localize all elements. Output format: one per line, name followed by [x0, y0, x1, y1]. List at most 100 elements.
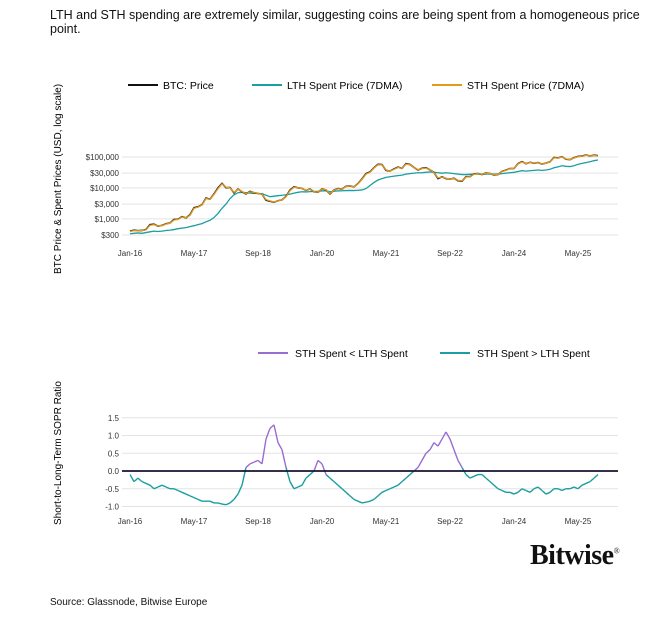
y-tick-label: 0.5 — [108, 449, 120, 458]
sopr-segment-teal — [285, 467, 291, 482]
sopr-segment-purple — [429, 442, 435, 451]
sopr-segment-teal — [345, 491, 351, 497]
sopr-segment-teal — [157, 484, 163, 488]
sopr-segment-teal — [377, 491, 383, 497]
sopr-segment-teal — [577, 484, 583, 490]
sopr-segment-teal — [177, 489, 183, 493]
sopr-segment-purple — [313, 460, 319, 472]
legend-label-price: BTC: Price — [163, 80, 214, 92]
sopr-segment-teal — [493, 484, 499, 490]
sopr-legend: STH Spent < LTH Spent STH Spent > LTH Sp… — [258, 348, 590, 360]
sopr-segment-purple — [261, 438, 267, 465]
sopr-segment-teal — [145, 482, 151, 486]
sopr-segment-teal — [593, 474, 599, 479]
sopr-segment-purple — [321, 463, 327, 475]
x-tick-label: May-21 — [373, 517, 400, 526]
sopr-segment-teal — [405, 474, 411, 479]
x-tick-label: May-21 — [373, 249, 400, 258]
sopr-segment-purple — [277, 442, 283, 451]
sopr-segment-purple — [281, 449, 287, 468]
sopr-segment-teal — [397, 481, 403, 486]
y-tick-label: 1.5 — [108, 414, 120, 423]
sopr-segment-teal — [541, 490, 547, 495]
sopr-segment-teal — [513, 491, 519, 495]
sopr-segment-purple — [433, 442, 439, 447]
sopr-segment-teal — [517, 488, 523, 493]
x-tick-label: May-25 — [565, 249, 592, 258]
sopr-segment-teal — [217, 502, 223, 505]
sopr-segment-teal — [197, 498, 203, 502]
sopr-segment-teal — [533, 486, 539, 490]
legend-label-sth-gt-lth: STH Spent > LTH Spent — [477, 348, 590, 360]
x-tick-label: Jan-24 — [502, 517, 527, 526]
sopr-segment-teal — [165, 486, 171, 490]
x-tick-label: Sep-22 — [437, 517, 463, 526]
sopr-segment-teal — [557, 488, 563, 492]
sopr-segment-purple — [317, 459, 323, 465]
sopr-segment-purple — [441, 431, 447, 440]
sopr-segment-teal — [473, 473, 479, 477]
sopr-segment-teal — [305, 474, 311, 479]
x-tick-label: May-17 — [181, 249, 208, 258]
x-tick-label: Sep-18 — [245, 249, 271, 258]
x-tick-label: Sep-18 — [245, 517, 271, 526]
y-tick-label: 1.0 — [108, 432, 120, 441]
sopr-segment-teal — [233, 493, 239, 500]
sopr-segment-teal — [521, 488, 527, 492]
sopr-segment-teal — [537, 486, 543, 492]
source-note: Source: Glassnode, Bitwise Europe — [50, 597, 208, 608]
sopr-segment-purple — [253, 459, 259, 463]
sopr-segment-teal — [481, 474, 487, 479]
sopr-segment-teal — [229, 498, 235, 504]
sopr-segment-teal — [489, 481, 495, 486]
x-tick-label: Sep-22 — [437, 249, 463, 258]
y-tick-label: -0.5 — [105, 485, 119, 494]
sopr-segment-teal — [509, 491, 515, 495]
sopr-segment-teal — [349, 495, 355, 500]
sopr-segment-teal — [137, 477, 143, 483]
sopr-segment-teal — [173, 488, 179, 492]
sopr-segment-teal — [389, 486, 395, 490]
sopr-segment-teal — [153, 486, 159, 490]
sopr-segment-purple — [417, 460, 423, 468]
sopr-segment-teal — [373, 495, 379, 500]
y-tick-label: 0.0 — [108, 467, 120, 476]
sopr-segment-purple — [257, 459, 263, 465]
sopr-segment-teal — [549, 488, 555, 493]
lth-spent-line — [129, 159, 599, 235]
y-tick-label: $3,000 — [95, 200, 120, 209]
sopr-segment-teal — [149, 484, 155, 490]
sopr-segment-teal — [469, 475, 475, 479]
sopr-segment-teal — [381, 489, 387, 493]
sopr-segment-teal — [485, 477, 491, 483]
sopr-segment-teal — [501, 489, 507, 493]
legend-label-lth: LTH Spent Price (7DMA) — [287, 80, 402, 92]
x-tick-label: Jan-24 — [502, 249, 527, 258]
sopr-segment-teal — [497, 488, 503, 492]
sopr-segment-purple — [425, 449, 431, 454]
sopr-segment-teal — [189, 495, 195, 499]
sopr-segment-teal — [353, 498, 359, 502]
y-tick-label: -1.0 — [105, 503, 119, 512]
sopr-segment-teal — [365, 500, 371, 503]
x-tick-label: Jan-16 — [118, 249, 143, 258]
x-tick-label: Jan-16 — [118, 517, 143, 526]
sopr-segment-teal — [401, 477, 407, 483]
sopr-segment-purple — [449, 438, 455, 450]
sopr-segment-teal — [209, 500, 215, 504]
legend-label-sth-lt-lth: STH Spent < LTH Spent — [295, 348, 408, 360]
sopr-segment-teal — [361, 501, 367, 504]
sopr-segment-purple — [421, 452, 427, 461]
sopr-segment-teal — [465, 474, 471, 479]
sopr-segment-teal — [573, 486, 579, 490]
sopr-segment-teal — [129, 474, 135, 482]
sopr-segment-teal — [141, 481, 147, 485]
sopr-segment-teal — [341, 488, 347, 493]
x-tick-label: May-25 — [565, 517, 592, 526]
sopr-segment-teal — [221, 503, 227, 506]
y-tick-label: $1,000 — [95, 215, 120, 224]
sopr-segment-teal — [525, 489, 531, 493]
sopr-segment-teal — [133, 477, 139, 483]
sopr-segment-teal — [581, 482, 587, 486]
